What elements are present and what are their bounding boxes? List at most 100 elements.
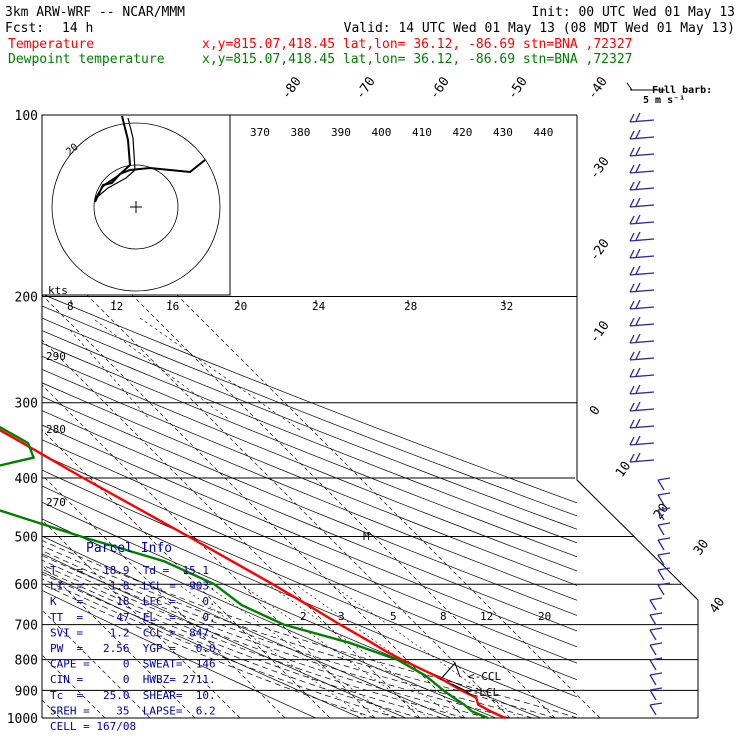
hodograph-guide-0	[69, 329, 151, 421]
wind-barb	[629, 238, 655, 242]
wind-barb	[657, 494, 665, 506]
wind-barb	[657, 509, 665, 521]
model-title: 3km ARW-WRF -- NCAR/MMM	[5, 5, 185, 20]
wind-barb	[629, 306, 655, 310]
wind-barb	[649, 629, 657, 641]
isotherm-label-0: 0	[587, 403, 604, 418]
hodograph-ring-outer	[51, 122, 221, 292]
mixing-ratio-line-4	[295, 583, 484, 718]
parcel-info-row: T = 18.9 Td = 15.1	[50, 564, 209, 577]
parcel-info-panel: Parcel Info T = 18.9 Td = 15.1 LI = 1.8 L…	[50, 541, 216, 733]
dry-adiabat-340	[42, 439, 577, 664]
wind-barb	[657, 569, 665, 581]
hodograph-trace	[94, 115, 206, 203]
hodograph-speed-12: 12	[110, 300, 123, 313]
isotherm-label--80: -80	[279, 74, 305, 102]
dry-adiabat-310	[42, 485, 577, 715]
ccl-label: <-CCL	[468, 670, 501, 683]
hodograph-speed-16: 16	[166, 300, 179, 313]
wind-barb	[649, 704, 657, 716]
pressure-label-600: 600	[15, 578, 38, 593]
isotherm-10	[42, 294, 466, 718]
theta-label-420: 420	[453, 126, 473, 139]
wind-barb	[657, 539, 665, 551]
theta-label-440: 440	[534, 126, 554, 139]
wind-barb	[649, 689, 657, 701]
parcel-info-row: K = 18 LFC = 0.	[50, 595, 216, 608]
pressure-label-200: 200	[15, 291, 38, 306]
isotherm-label--60: -60	[427, 74, 453, 102]
wind-barb	[629, 255, 655, 259]
marker-m: M	[363, 530, 370, 543]
temperature-profile	[0, 428, 506, 720]
mixing-ratio-label-2: 2	[300, 610, 307, 623]
isotherm-label-40: 40	[707, 595, 728, 616]
wind-barb	[629, 340, 655, 344]
isotherm--60	[42, 609, 151, 718]
dry-adiabat-330	[42, 454, 577, 681]
wind-barbs	[629, 112, 671, 716]
isotherm-label--30: -30	[587, 154, 613, 182]
pressure-label-900: 900	[15, 684, 38, 699]
wind-barb	[629, 289, 655, 293]
isotherm--90	[0, 115, 15, 718]
isotherm-label--40: -40	[585, 74, 611, 102]
isotherm--20	[42, 429, 331, 718]
hodograph-speed-8: 8	[67, 300, 74, 313]
theta-side-label-290: 290	[46, 350, 66, 363]
hodograph-speed-32: 32	[500, 300, 513, 313]
isotherm-20	[42, 249, 511, 718]
wind-barb	[657, 584, 665, 596]
dry-adiabat-270	[42, 553, 407, 718]
dry-adiabat-450	[42, 293, 577, 504]
wind-barb	[629, 187, 655, 191]
forecast-label: Fcst:	[5, 21, 44, 36]
theta-label-430: 430	[493, 126, 513, 139]
theta-label-390: 390	[331, 126, 351, 139]
pressure-label-400: 400	[15, 472, 38, 487]
wind-barb	[629, 119, 655, 123]
wind-barb	[629, 425, 655, 429]
pressure-label-1000: 1000	[7, 712, 38, 727]
mixing-ratio-label-8: 8	[440, 610, 447, 623]
lcl-label: <-LCL	[466, 686, 499, 699]
wind-barb	[629, 170, 655, 174]
isotherm-label-20: 20	[651, 501, 672, 522]
isotherm--10	[42, 384, 376, 718]
parcel-info-row: SREH = 35 LAPSE= 6.2	[50, 704, 216, 717]
pressure-label-100: 100	[15, 109, 38, 124]
parcel-info-title: Parcel Info	[86, 541, 172, 556]
wind-barb	[629, 204, 655, 208]
dry-adiabat-420	[42, 330, 577, 544]
mixing-ratio-label-12: 12	[480, 610, 493, 623]
parcel-info-row: Tc = 25.0 SHEAR= 10.	[50, 689, 216, 702]
dry-adiabat-360	[42, 410, 577, 632]
hodograph-speed-20: 20	[234, 300, 247, 313]
theta-label-380: 380	[291, 126, 311, 139]
dry-adiabats	[42, 293, 577, 718]
isotherm-label--70: -70	[353, 74, 379, 102]
wind-barb	[629, 323, 655, 327]
dry-adiabat-320	[42, 469, 577, 698]
isotherm-label-30: 30	[691, 537, 712, 558]
barb-legend-value: 5 m s⁻¹	[643, 95, 685, 106]
moist-adiabat--10	[42, 583, 376, 718]
legend-dewpoint: Dewpoint temperature	[8, 52, 165, 67]
hodograph-guide-2	[139, 317, 301, 431]
pressure-label-500: 500	[15, 530, 38, 545]
wind-barb	[629, 272, 655, 276]
parcel-info-row: CIN = 0 HWBZ= 2711.	[50, 673, 216, 686]
dry-adiabat-440	[42, 305, 577, 517]
wind-barb	[629, 153, 655, 157]
theta-label-400: 400	[372, 126, 392, 139]
wind-barb	[649, 614, 657, 626]
location-info-dewpoint: x,y=815.07,418.45 lat,lon= 36.12, -86.69…	[202, 52, 632, 67]
dry-adiabat-370	[42, 396, 577, 616]
parcel-info-row: TT = 47 EL = 0.	[50, 611, 216, 624]
wind-barb	[629, 136, 655, 140]
mixing-ratio-label-3: 3	[338, 610, 345, 623]
wind-barb	[629, 442, 655, 446]
hodograph-speed-24: 24	[312, 300, 326, 313]
isotherm-0	[42, 339, 421, 718]
isotherm-label--10: -10	[587, 318, 613, 346]
